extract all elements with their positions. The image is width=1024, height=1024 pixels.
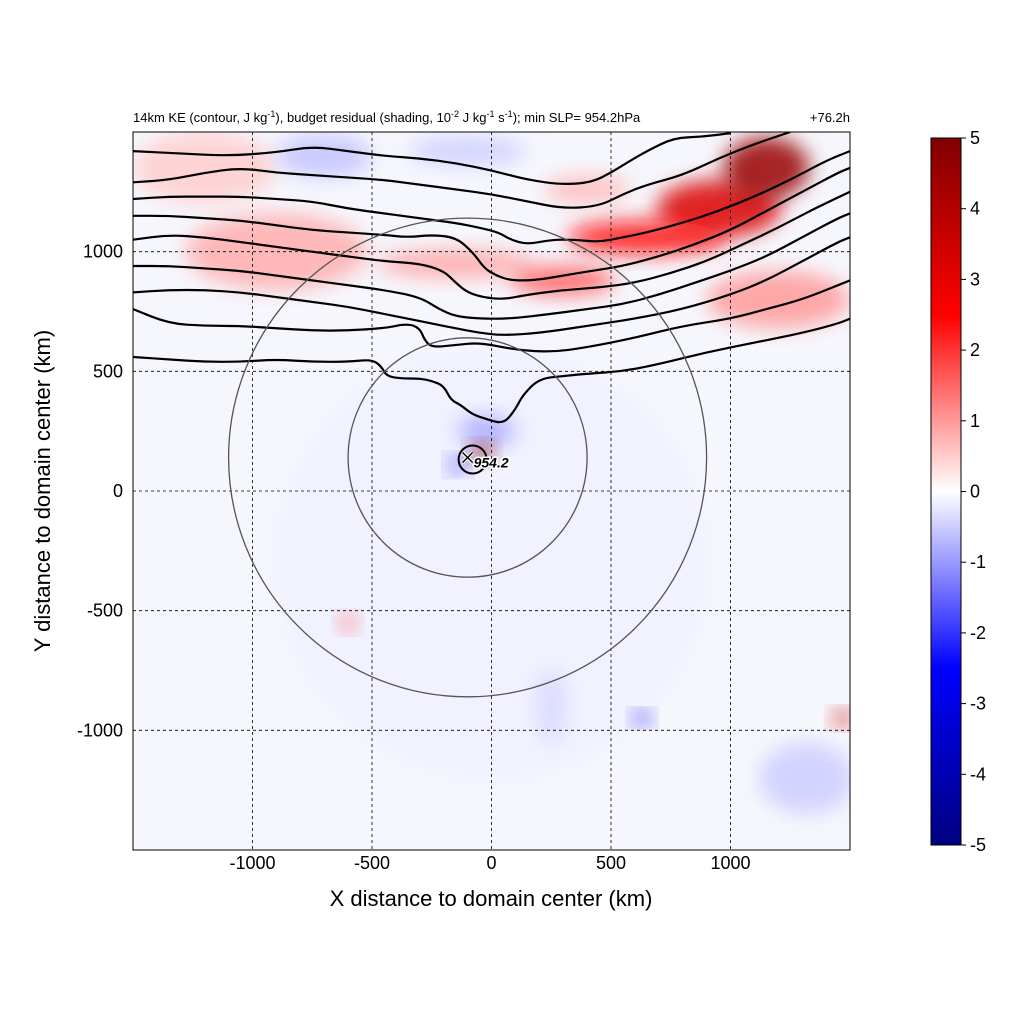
colorbar-tick-label: 1 bbox=[970, 411, 980, 431]
colorbar-tick-label: -2 bbox=[970, 623, 986, 643]
ke-contour bbox=[133, 236, 850, 336]
ke-contour bbox=[133, 279, 850, 353]
x-ticks: -1000 -500 0 500 1000 bbox=[229, 853, 750, 873]
storm-core-contour bbox=[457, 444, 488, 475]
ring-layer bbox=[227, 217, 708, 698]
colorbar-tick-label: -4 bbox=[970, 764, 986, 784]
radius-ring bbox=[227, 217, 708, 698]
shading-blob bbox=[567, 220, 726, 255]
colorbar-tick-label: 2 bbox=[970, 340, 980, 360]
x-tick-label: -1000 bbox=[229, 853, 275, 873]
shading-blob bbox=[706, 270, 850, 329]
colorbar-tick-label: -1 bbox=[970, 552, 986, 572]
y-tick-label: 0 bbox=[113, 481, 123, 501]
x-tick-label: 500 bbox=[596, 853, 626, 873]
storm-layer: 954.2 bbox=[457, 444, 510, 475]
shading-blob bbox=[833, 711, 850, 726]
shading-blob bbox=[376, 249, 535, 278]
y-tick-label: -500 bbox=[87, 601, 123, 621]
y-tick-label: 1000 bbox=[83, 242, 123, 262]
ke-contour bbox=[133, 132, 731, 185]
ke-contour bbox=[133, 317, 850, 424]
shading-blob bbox=[633, 712, 651, 725]
ke-contour bbox=[133, 166, 850, 282]
shading-blob bbox=[276, 134, 373, 178]
colorbar-tick-label: 0 bbox=[970, 482, 980, 502]
chart-title: 14km KE (contour, J kg-1), budget residu… bbox=[133, 109, 641, 125]
shading-blob bbox=[544, 175, 631, 204]
y-axis-title: Y distance to domain center (km) bbox=[30, 330, 55, 652]
y-ticks: -1000 -500 0 500 1000 bbox=[77, 242, 123, 741]
shading-blob bbox=[458, 416, 516, 446]
x-tick-label: -500 bbox=[354, 853, 390, 873]
shading-blob bbox=[339, 615, 357, 630]
colorbar-tick-label: 3 bbox=[970, 269, 980, 289]
ke-contour bbox=[133, 150, 850, 245]
colorbar-tick-label: 5 bbox=[970, 128, 980, 148]
plot-frame bbox=[132, 131, 851, 851]
shading-blob bbox=[407, 136, 528, 166]
shading-blob bbox=[536, 670, 566, 743]
contour-layer bbox=[133, 132, 850, 424]
colorbar-tick-label: -3 bbox=[970, 694, 986, 714]
colorbar-gradient bbox=[930, 137, 962, 846]
x-tick-label: 0 bbox=[486, 853, 496, 873]
radius-ring bbox=[347, 337, 588, 578]
y-tick-label: -1000 bbox=[77, 720, 123, 740]
x-tick-label: 1000 bbox=[710, 853, 750, 873]
storm-center-marker bbox=[462, 451, 474, 464]
x-axis-title: X distance to domain center (km) bbox=[330, 886, 653, 911]
ke-contour bbox=[133, 212, 850, 320]
shading-blob bbox=[723, 136, 810, 200]
shading-blob bbox=[276, 347, 707, 779]
lead-time-label: +76.2h bbox=[810, 110, 850, 125]
colorbar-ticks: 5 4 3 2 1 0 -1 -2 -3 -4 -5 bbox=[961, 128, 986, 855]
y-tick-label: 500 bbox=[93, 361, 123, 381]
ke-contour bbox=[133, 132, 791, 209]
colorbar-tick-label: -5 bbox=[970, 835, 986, 855]
shading-blob bbox=[759, 742, 850, 815]
shading-blob bbox=[133, 132, 277, 204]
colorbar-tick-label: 4 bbox=[970, 199, 980, 219]
plot-area: 954.2 bbox=[132, 131, 851, 851]
colorbar: 5 4 3 2 1 0 -1 -2 -3 -4 -5 bbox=[930, 128, 986, 855]
storm-pressure-label: 954.2 bbox=[474, 454, 509, 470]
ke-contour bbox=[133, 190, 850, 300]
